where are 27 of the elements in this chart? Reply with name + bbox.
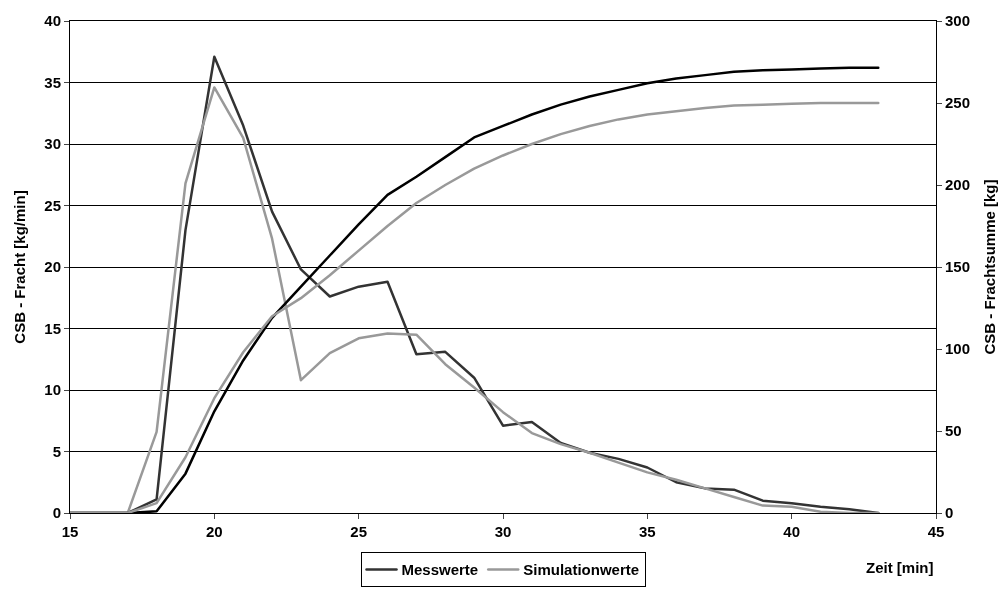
x-tick-label: 25 — [350, 523, 368, 540]
y-axis-title: CSB - Fracht [kg/min] — [10, 190, 28, 344]
y-tick-label: 30 — [44, 135, 61, 153]
legend-label: Messwerte — [401, 561, 479, 579]
y-tick-label: 5 — [52, 442, 61, 460]
x-tick-label: 35 — [638, 523, 656, 540]
x-tick-label: 45 — [927, 523, 945, 540]
y-tick-label: 0 — [52, 504, 61, 522]
y2-tick-label: 0 — [945, 504, 954, 522]
y-tick-label: 35 — [44, 73, 61, 91]
y2-tick-label: 250 — [945, 94, 971, 112]
y2-tick-label: 200 — [945, 176, 971, 194]
y-tick-label: 40 — [44, 12, 61, 30]
y-tick-label: 20 — [44, 258, 61, 276]
x-tick-label: 30 — [494, 523, 512, 540]
x-tick-label: 40 — [783, 523, 801, 540]
x-tick-label: 20 — [205, 523, 223, 540]
y2-tick-label: 300 — [945, 12, 971, 30]
y2-tick-label: 100 — [945, 340, 971, 358]
y-tick-label: 10 — [44, 381, 61, 399]
legend-label: Simulationwerte — [523, 561, 640, 579]
y2-axis-title: CSB - Frachtsumme [kg] — [981, 179, 999, 355]
y-tick-label: 25 — [44, 196, 61, 214]
x-axis-title: Zeit [min] — [866, 559, 934, 576]
y2-tick-label: 50 — [945, 422, 962, 440]
y2-tick-label: 150 — [945, 258, 971, 276]
y-tick-label: 15 — [44, 319, 61, 337]
